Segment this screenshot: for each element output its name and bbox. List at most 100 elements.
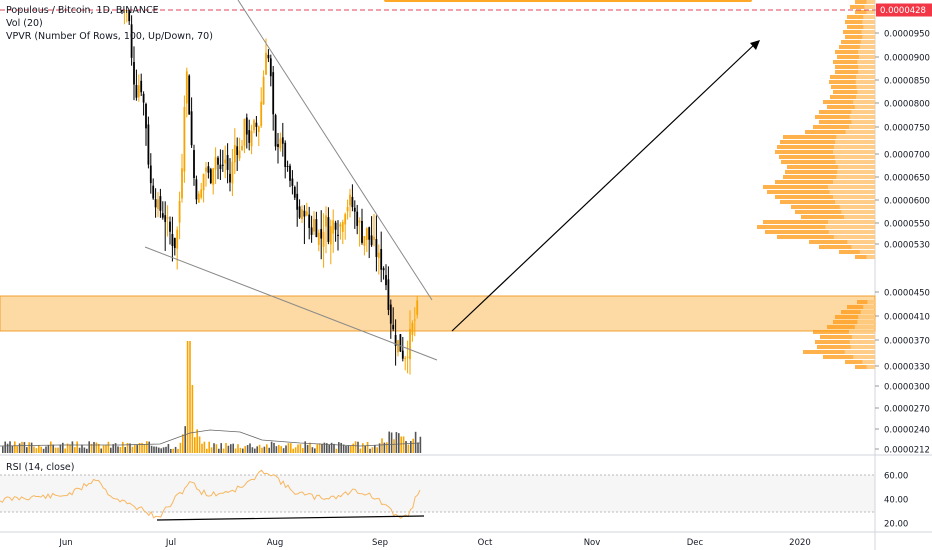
volume-bar	[78, 447, 81, 453]
vpvr-bar-down	[827, 220, 875, 224]
volume-bar	[383, 442, 386, 453]
lower-trendline[interactable]	[144, 246, 438, 361]
volume-bar	[306, 444, 309, 453]
time-label: Jul	[165, 538, 176, 548]
candle-body	[286, 166, 289, 168]
candle-body	[181, 168, 183, 199]
price-tick-label: 0.0000600	[884, 197, 930, 207]
vpvr-bar	[831, 85, 875, 89]
candle-body	[135, 84, 138, 98]
vpvr-bar	[785, 170, 875, 174]
vpvr-bar	[841, 40, 875, 44]
vpvr-bar-down	[844, 350, 875, 354]
vpvr-bar	[803, 350, 875, 354]
candle-body	[166, 217, 169, 219]
volume-bar	[124, 447, 126, 453]
time-label: Nov	[584, 538, 601, 548]
candle-body	[334, 222, 337, 230]
candle-body	[293, 186, 296, 198]
vpvr-bar-down	[863, 305, 875, 309]
vpvr-bar	[845, 20, 875, 24]
vpvr-bar-down	[859, 250, 875, 254]
volume-bar	[138, 443, 141, 453]
volume-bar	[146, 441, 148, 453]
vpvr-legend[interactable]: VPVR (Number Of Rows, 100, Up/Down, 70)	[6, 31, 213, 42]
volume-bar	[292, 448, 294, 453]
volume-bar	[28, 442, 30, 453]
vpvr-bar	[823, 100, 875, 104]
vpvr-bar-down	[861, 30, 875, 34]
rsi-legend[interactable]: RSI (14, close)	[6, 462, 75, 473]
volume-bar	[81, 444, 83, 453]
rsi-divergence-line[interactable]	[156, 515, 425, 521]
vpvr-bar-down	[858, 70, 875, 74]
volume-bar	[177, 448, 179, 453]
candle-body	[341, 222, 344, 232]
vpvr-bar-down	[851, 245, 875, 249]
candle-body	[188, 75, 191, 115]
vpvr-bar-down	[863, 25, 875, 29]
volume-bar	[350, 445, 352, 453]
upper-trendline[interactable]	[237, 0, 433, 301]
candle-body	[224, 159, 227, 164]
candle-body	[317, 232, 320, 245]
candle-body	[219, 164, 222, 170]
candle-body	[416, 300, 419, 315]
symbol-legend[interactable]: Populous / Bitcoin, 1D, BINANCE	[6, 5, 159, 16]
volume-bar	[107, 441, 110, 453]
candle-body	[183, 106, 186, 172]
candle-body	[185, 71, 188, 104]
vpvr-bar-down	[841, 210, 875, 214]
vpvr-bar-down	[866, 10, 875, 14]
price-tick-label: 0.0000300	[884, 383, 930, 393]
candle-body	[356, 211, 359, 226]
volume-bar	[148, 441, 150, 453]
volume-bar	[155, 446, 158, 453]
candle-body	[277, 144, 279, 147]
volume-bar	[174, 446, 177, 453]
vpvr-bar-down	[850, 345, 875, 349]
volume-bar	[6, 443, 9, 453]
volume-bar	[76, 441, 78, 453]
volume-bar	[33, 446, 35, 453]
volume-bar	[64, 448, 66, 453]
volume-bar	[261, 447, 263, 453]
volume-bar	[266, 444, 268, 453]
vpvr-bar	[830, 95, 875, 99]
time-label: Oct	[478, 538, 493, 548]
volume-bar	[256, 446, 258, 453]
volume-bar	[191, 385, 194, 453]
volume-bar	[30, 442, 33, 453]
vpvr-bar	[845, 35, 875, 39]
volume-bar	[45, 446, 47, 453]
candle-body	[161, 213, 164, 218]
support-zone[interactable]	[0, 295, 876, 332]
volume-bar	[54, 447, 57, 453]
price-tick-label: 0.0000212	[884, 446, 930, 456]
candle-body	[157, 199, 159, 209]
volume-bar	[390, 432, 393, 453]
volume-bar	[294, 447, 297, 453]
volume-bar	[263, 446, 266, 453]
volume-bar	[52, 444, 54, 453]
candle-body	[308, 214, 311, 228]
vpvr-bar-down	[833, 180, 875, 184]
projection-arrow[interactable]	[451, 41, 758, 332]
volume-bar	[347, 445, 350, 453]
volume-bar	[299, 444, 302, 453]
vpvr-bar-down	[855, 80, 875, 84]
candle-body	[147, 124, 150, 165]
volume-bar	[342, 444, 345, 453]
vpvr-bar-down	[847, 240, 875, 244]
candle-body	[401, 350, 404, 359]
rsi-tick-label: 20.00	[884, 520, 908, 530]
candle-body	[291, 178, 294, 186]
price-tick-label: 0.0000750	[884, 124, 930, 134]
volume-bar	[419, 436, 422, 453]
candle-body	[269, 58, 272, 77]
volume-legend[interactable]: Vol (20)	[6, 18, 43, 29]
volume-bar	[280, 446, 282, 453]
vpvr-bar-down	[828, 230, 875, 234]
candle-body	[140, 80, 143, 93]
